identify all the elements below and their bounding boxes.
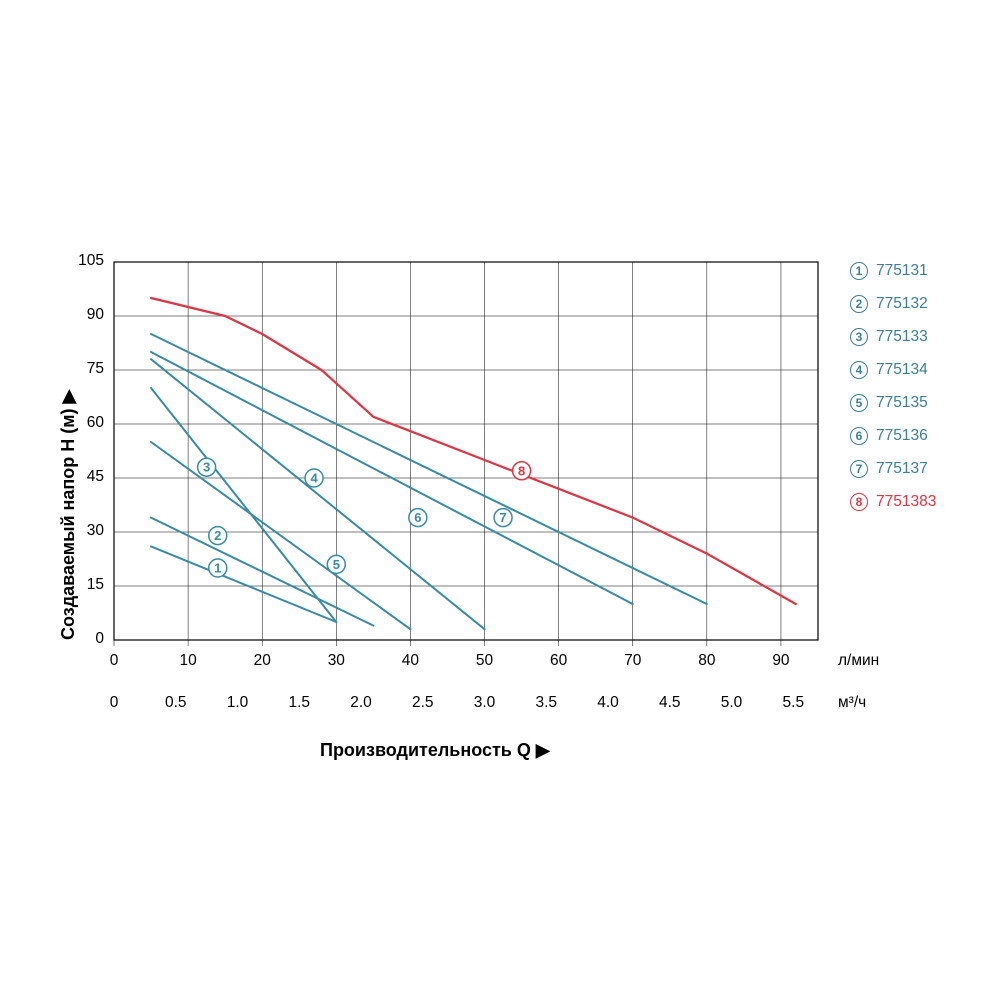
x2-tick: 1.0 (222, 694, 254, 712)
legend-circle-icon: 3 (850, 328, 868, 346)
legend-item: 8 7751383 (850, 493, 936, 511)
x1-tick: 30 (324, 652, 348, 670)
legend-item: 1 775131 (850, 262, 936, 280)
legend-item: 2 775132 (850, 295, 936, 313)
legend-circle-icon: 6 (850, 427, 868, 445)
y-tick: 30 (87, 522, 104, 540)
legend-item: 3 775133 (850, 328, 936, 346)
x1-tick: 90 (769, 652, 793, 670)
svg-text:7: 7 (499, 510, 506, 525)
legend-item: 6 775136 (850, 427, 936, 445)
y-tick: 75 (87, 360, 104, 378)
legend-label: 775136 (876, 427, 928, 445)
x1-tick: 40 (398, 652, 422, 670)
y-tick: 45 (87, 468, 104, 486)
y-tick: 60 (87, 414, 104, 432)
y-tick: 0 (95, 630, 104, 648)
legend-item: 5 775135 (850, 394, 936, 412)
x2-tick: 3.5 (530, 694, 562, 712)
x2-tick: 4.0 (592, 694, 624, 712)
legend-label: 7751383 (876, 493, 936, 511)
x2-tick: 4.5 (654, 694, 686, 712)
x2-tick: 5.5 (777, 694, 809, 712)
svg-text:6: 6 (414, 510, 421, 525)
legend-circle-icon: 5 (850, 394, 868, 412)
x2-tick: 0 (98, 694, 130, 712)
x1-tick: 60 (547, 652, 571, 670)
legend-label: 775137 (876, 460, 928, 478)
chart-legend: 1 775131 2 775132 3 775133 4 775134 5 775135 6 7751… (850, 262, 936, 526)
legend-item: 4 775134 (850, 361, 936, 379)
svg-text:1: 1 (214, 561, 221, 576)
svg-text:8: 8 (518, 463, 525, 478)
x2-tick: 5.0 (716, 694, 748, 712)
x2-tick: 2.0 (345, 694, 377, 712)
x1-tick: 10 (176, 652, 200, 670)
legend-label: 775134 (876, 361, 928, 379)
x-axis-title: Производительность Q ▶ (320, 740, 550, 761)
legend-circle-icon: 8 (850, 493, 868, 511)
x2-tick: 2.5 (407, 694, 439, 712)
x-axis-unit-2: м³/ч (838, 694, 866, 712)
x1-tick: 20 (250, 652, 274, 670)
x1-tick: 0 (102, 652, 126, 670)
x1-tick: 80 (695, 652, 719, 670)
x-axis-unit-1: л/мин (838, 652, 879, 670)
legend-circle-icon: 2 (850, 295, 868, 313)
legend-circle-icon: 1 (850, 262, 868, 280)
legend-label: 775135 (876, 394, 928, 412)
legend-label: 775131 (876, 262, 928, 280)
svg-text:4: 4 (310, 471, 318, 486)
legend-label: 775133 (876, 328, 928, 346)
svg-text:3: 3 (203, 460, 210, 475)
y-tick: 105 (78, 252, 104, 270)
x2-tick: 3.0 (469, 694, 501, 712)
legend-item: 7 775137 (850, 460, 936, 478)
svg-text:5: 5 (333, 557, 340, 572)
legend-label: 775132 (876, 295, 928, 313)
x1-tick: 70 (621, 652, 645, 670)
x2-tick: 1.5 (283, 694, 315, 712)
x2-tick: 0.5 (160, 694, 192, 712)
y-tick: 15 (87, 576, 104, 594)
legend-circle-icon: 7 (850, 460, 868, 478)
y-axis-title: Создаваемый напор H (м) ▶ (58, 390, 79, 640)
legend-circle-icon: 4 (850, 361, 868, 379)
svg-text:2: 2 (214, 528, 221, 543)
x1-tick: 50 (473, 652, 497, 670)
y-tick: 90 (87, 306, 104, 324)
